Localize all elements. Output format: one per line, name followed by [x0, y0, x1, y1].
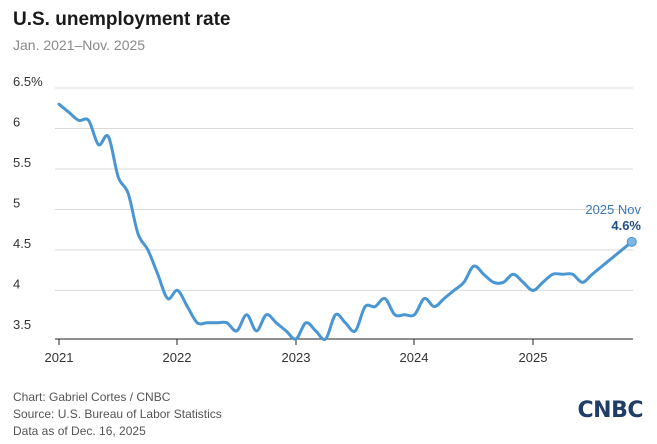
x-tick-label: 2022: [163, 350, 192, 365]
x-tick-label: 2021: [45, 350, 74, 365]
chart-subtitle: Jan. 2021–Nov. 2025: [13, 37, 146, 53]
y-tick-label: 6: [13, 114, 20, 129]
grid-lines: [55, 87, 633, 291]
source-text: Source: U.S. Bureau of Labor Statistics: [13, 407, 222, 421]
cnbc-logo: CNBC: [577, 398, 644, 423]
unemployment-line: [57, 102, 634, 341]
latest-point-marker: [626, 236, 637, 247]
y-tick-label: 5.5: [13, 155, 31, 170]
chart-title: U.S. unemployment rate: [13, 9, 231, 30]
chart-footer: Chart: Gabriel Cortes / CNBC Source: U.S…: [13, 389, 222, 440]
annotation-value: 4.6%: [611, 218, 641, 233]
y-tick-label: 6.5%: [13, 74, 43, 89]
y-axis-ticks: 3.5 4 4.5 5 5.5 6 6.5%: [13, 74, 43, 332]
x-tick-label: 2023: [282, 350, 311, 365]
x-axis: 2021 2022 2023 2024 2025: [45, 338, 633, 365]
y-tick-label: 4: [13, 276, 20, 291]
annotation-label: 2025 Nov: [585, 202, 641, 217]
credit-text: Chart: Gabriel Cortes / CNBC: [13, 390, 171, 404]
x-tick-label: 2025: [519, 350, 548, 365]
y-tick-label: 4.5: [13, 236, 31, 251]
y-tick-label: 5: [13, 195, 20, 210]
y-tick-label: 3.5: [13, 317, 31, 332]
data-date-text: Data as of Dec. 16, 2025: [13, 424, 146, 438]
line-chart: 3.5 4 4.5 5 5.5 6 6.5% 2021 2022 2023 2024 2025 20…: [13, 74, 641, 365]
series-group: [57, 102, 634, 341]
x-tick-label: 2024: [400, 350, 429, 365]
